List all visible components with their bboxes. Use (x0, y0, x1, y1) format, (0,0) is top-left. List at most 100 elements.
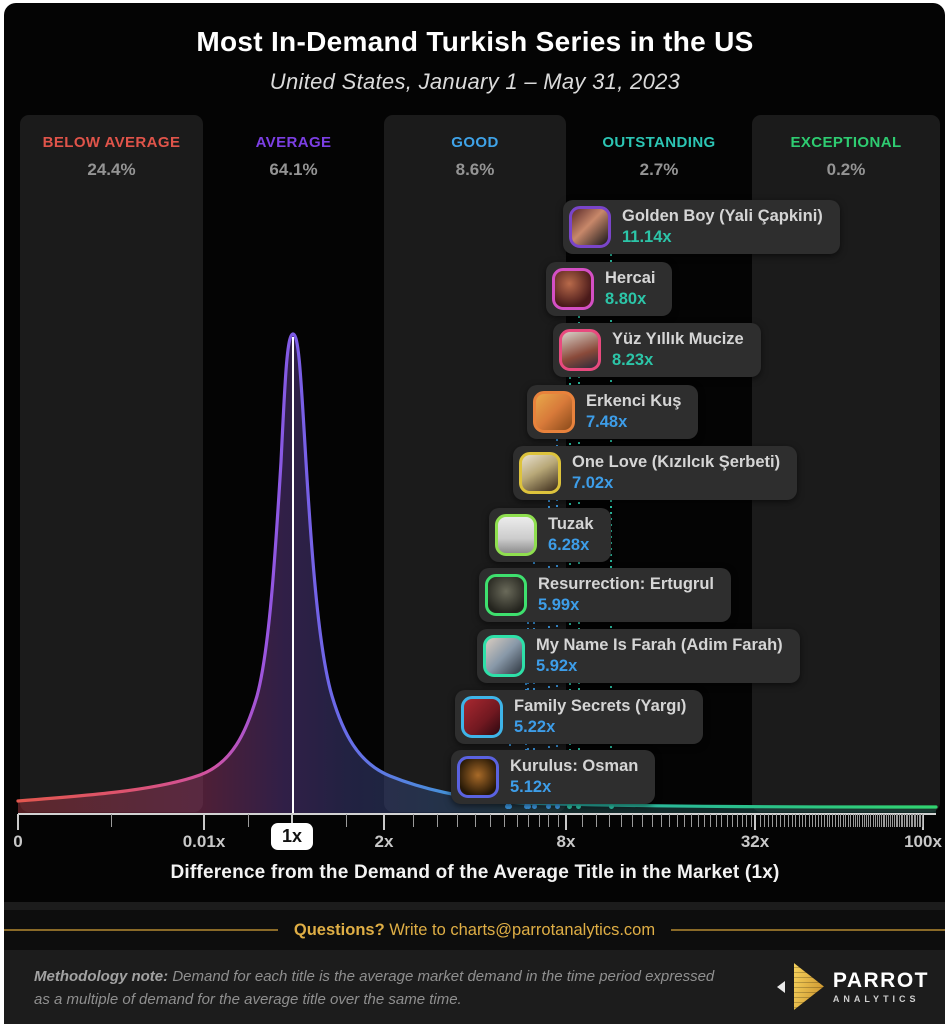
minor-tick (866, 814, 868, 827)
minor-tick (886, 814, 888, 827)
minor-tick (111, 814, 112, 827)
band-label: AVERAGE (255, 134, 332, 151)
axis-ruler (18, 813, 936, 815)
series-name: Resurrection: Ertugrul (538, 574, 715, 593)
minor-tick (557, 814, 559, 827)
minor-tick (893, 814, 895, 827)
band-label: EXCEPTIONAL (790, 134, 902, 151)
minor-tick (642, 814, 644, 827)
series-card: Yüz Yıllık Mucize 8.23x (553, 323, 761, 377)
band-percentage: 24.4% (87, 160, 136, 179)
minor-tick (916, 814, 918, 827)
minor-tick (582, 814, 584, 827)
series-card: Resurrection: Ertugrul 5.99x (479, 568, 732, 622)
minor-tick (548, 814, 550, 827)
band-percentage: 0.2% (826, 160, 866, 179)
series-demand-value: 7.48x (586, 413, 628, 432)
minor-tick (829, 814, 831, 827)
data-point-marker (523, 804, 529, 809)
series-demand-value: 5.92x (536, 657, 578, 676)
minor-tick (884, 814, 886, 827)
minor-tick (709, 814, 711, 827)
minor-tick (863, 814, 865, 827)
minor-tick (726, 814, 728, 827)
tick-label: 2x (374, 832, 394, 851)
minor-tick (820, 814, 822, 827)
tick-label: 100x (904, 832, 942, 851)
series-name: Golden Boy (Yali Çapkini) (622, 206, 823, 225)
minor-tick (621, 814, 623, 827)
series-card: Golden Boy (Yali Çapkini) 11.14x (563, 200, 840, 254)
minor-tick (902, 814, 904, 827)
minor-tick (897, 814, 899, 827)
band-label: OUTSTANDING (602, 134, 716, 151)
minor-tick (676, 814, 678, 827)
minor-tick (516, 814, 518, 827)
minor-tick (528, 814, 530, 827)
major-tick (291, 814, 293, 830)
series-demand-value: 7.02x (572, 474, 614, 493)
minor-tick (907, 814, 909, 827)
series-demand-value: 5.22x (514, 718, 556, 737)
questions-label: Questions? (293, 920, 385, 939)
x-axis-title: Difference from the Demand of the Averag… (170, 862, 780, 883)
series-name: Tuzak (548, 514, 594, 533)
minor-tick (882, 814, 884, 827)
series-name: One Love (Kızılcık Şerbeti) (572, 452, 781, 471)
logo-wordmark: PARROT (832, 968, 929, 992)
methodology-section: Methodology note: Demand for each title … (4, 952, 945, 1024)
minor-tick (632, 814, 634, 827)
band-percentage: 2.7% (639, 160, 679, 179)
minor-tick (668, 814, 670, 827)
minor-tick (876, 814, 878, 827)
series-name: My Name Is Farah (Adim Farah) (536, 635, 783, 654)
minor-tick (904, 814, 906, 827)
minor-tick (609, 814, 611, 827)
questions-contact: Write to charts@parrotanalytics.com (384, 920, 656, 939)
series-card: Hercai 8.80x (546, 262, 673, 316)
major-tick (754, 814, 756, 830)
minor-tick (895, 814, 897, 827)
data-point-marker (608, 804, 614, 809)
minor-tick (900, 814, 902, 827)
minor-tick (345, 814, 347, 827)
series-thumbnail (483, 635, 525, 677)
minor-tick (437, 814, 439, 827)
series-name: Kurulus: Osman (510, 756, 639, 775)
minor-tick (759, 814, 761, 827)
minor-tick (840, 814, 842, 827)
series-demand-value: 5.99x (538, 596, 580, 615)
minor-tick (872, 814, 874, 827)
major-tick (17, 814, 19, 830)
minor-tick (651, 814, 653, 827)
band-label: BELOW AVERAGE (42, 134, 181, 151)
page-subtitle: United States, January 1 – May 31, 2023 (269, 69, 681, 94)
minor-tick (538, 814, 540, 827)
minor-tick (703, 814, 705, 827)
minor-tick (596, 814, 598, 827)
minor-tick (912, 814, 914, 827)
minor-tick (920, 814, 922, 827)
minor-tick (868, 814, 870, 827)
minor-tick (248, 814, 249, 827)
series-thumbnail (461, 696, 503, 738)
series-thumbnail (519, 452, 561, 494)
minor-tick (890, 814, 892, 827)
minor-tick (854, 814, 856, 827)
minor-tick (750, 814, 752, 827)
minor-tick (791, 814, 793, 827)
series-name: Hercai (605, 268, 656, 287)
minor-tick (832, 814, 834, 827)
series-name: Family Secrets (Yargı) (514, 696, 687, 715)
minor-tick (798, 814, 800, 827)
minor-tick (741, 814, 743, 827)
minor-tick (763, 814, 765, 827)
data-point-marker (504, 804, 510, 809)
band-average: AVERAGE 64.1% (203, 115, 384, 812)
series-thumbnail (569, 206, 611, 248)
band-percentage: 64.1% (269, 160, 318, 179)
minor-tick (731, 814, 733, 827)
series-thumbnail (485, 574, 527, 616)
minor-tick (746, 814, 748, 827)
